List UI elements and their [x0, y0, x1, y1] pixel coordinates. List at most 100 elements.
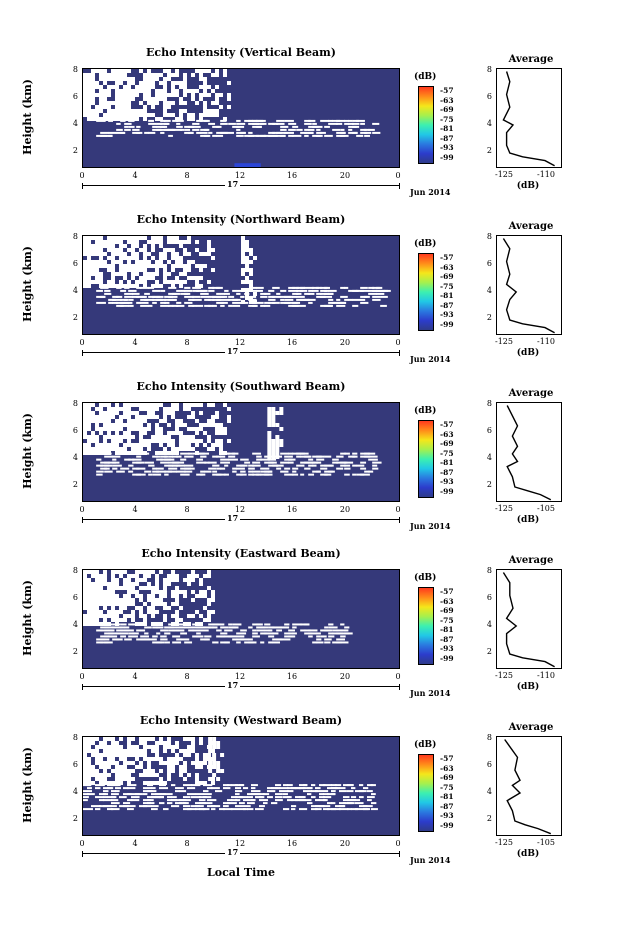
nodata-streak	[376, 286, 383, 289]
nodata-streak	[288, 635, 296, 638]
nodata-cell	[241, 280, 245, 284]
nodata-cell	[95, 260, 99, 264]
nodata-streak	[176, 470, 186, 473]
nodata-streak	[364, 295, 370, 298]
nodata-cell	[191, 260, 195, 264]
nodata-streak	[223, 784, 229, 787]
nodata-cell	[143, 419, 147, 423]
nodata-cell	[111, 598, 115, 602]
nodata-cell	[151, 264, 155, 268]
avg-y-tick-label: 6	[486, 92, 492, 101]
nodata-cell	[199, 737, 203, 741]
nodata-streak	[308, 298, 316, 301]
nodata-cell	[183, 93, 187, 97]
nodata-streak	[292, 301, 301, 304]
nodata-cell	[151, 236, 155, 240]
nodata-cell	[215, 109, 219, 113]
nodata-streak	[144, 292, 150, 295]
colorbar-tick-label: -63	[440, 95, 454, 105]
nodata-streak	[308, 292, 315, 295]
nodata-streak	[272, 122, 279, 125]
nodata-cell	[131, 403, 135, 407]
nodata-cell	[139, 447, 143, 451]
nodata-streak	[268, 298, 276, 301]
nodata-cell	[151, 256, 155, 260]
nodata-cell	[103, 101, 107, 105]
nodata-cell	[163, 77, 167, 81]
nodata-cell	[183, 85, 187, 89]
nodata-cell	[103, 761, 107, 765]
nodata-cell	[103, 439, 107, 443]
nodata-cell	[179, 264, 183, 268]
nodata-cell	[183, 73, 187, 77]
nodata-streak	[315, 790, 320, 793]
nodata-cell	[159, 117, 163, 121]
nodata-cell	[203, 113, 207, 117]
nodata-cell	[83, 594, 87, 598]
nodata-cell	[115, 769, 119, 773]
nodata-streak	[248, 464, 255, 467]
nodata-streak	[115, 784, 121, 787]
month-label: Jun 2014	[410, 688, 451, 698]
nodata-cell	[131, 447, 135, 451]
nodata-cell	[279, 439, 284, 443]
nodata-cell	[99, 93, 103, 97]
nodata-streak	[148, 131, 156, 134]
colorbar-tick-label: -87	[440, 801, 454, 811]
nodata-cell	[147, 570, 151, 574]
nodata-streak	[184, 464, 194, 467]
nodata-cell	[207, 447, 211, 451]
nodata-streak	[272, 134, 277, 137]
nodata-cell	[147, 77, 151, 81]
nodata-streak	[256, 301, 264, 304]
nodata-cell	[159, 435, 163, 439]
nodata-cell	[159, 73, 163, 77]
day-axis-line	[82, 517, 400, 523]
nodata-cell	[151, 101, 155, 105]
avg-y-tick-label: 6	[486, 760, 492, 769]
nodata-cell	[203, 753, 207, 757]
nodata-streak	[351, 808, 358, 811]
nodata-cell	[143, 89, 147, 93]
nodata-cell	[199, 117, 203, 121]
nodata-cell	[111, 590, 115, 594]
y-tick-label: 6	[72, 593, 78, 602]
nodata-streak	[184, 286, 191, 289]
nodata-streak	[96, 470, 104, 473]
nodata-cell	[195, 280, 199, 284]
nodata-streak	[175, 805, 180, 808]
nodata-cell	[111, 447, 115, 451]
nodata-cell	[216, 741, 221, 745]
nodata-streak	[320, 131, 326, 134]
nodata-streak	[296, 304, 306, 307]
nodata-cell	[139, 109, 143, 113]
nodata-cell	[207, 85, 211, 89]
nodata-streak	[311, 808, 318, 811]
nodata-cell	[211, 403, 215, 407]
nodata-cell	[115, 578, 119, 582]
nodata-cell	[167, 280, 171, 284]
nodata-streak	[111, 790, 116, 793]
nodata-streak	[192, 629, 201, 632]
nodata-streak	[212, 464, 220, 467]
nodata-cell	[111, 610, 115, 614]
y-tick-label: 8	[72, 399, 78, 408]
average-profile-svg	[504, 739, 552, 835]
nodata-cell	[275, 435, 280, 439]
nodata-streak	[344, 632, 353, 635]
nodata-cell	[103, 602, 107, 606]
avg-unit-label: (dB)	[516, 181, 540, 191]
nodata-streak	[240, 629, 247, 632]
nodata-cell	[107, 264, 111, 268]
colorbar-tick-label: -69	[440, 773, 454, 782]
nodata-streak	[352, 304, 359, 307]
nodata-cell	[151, 737, 155, 741]
nodata-streak	[192, 128, 200, 131]
nodata-cell	[119, 280, 123, 284]
nodata-cell	[143, 757, 147, 761]
nodata-cell	[267, 451, 272, 455]
nodata-streak	[260, 292, 267, 295]
nodata-streak	[200, 292, 209, 295]
nodata-streak	[232, 301, 241, 304]
nodata-streak	[132, 131, 141, 134]
